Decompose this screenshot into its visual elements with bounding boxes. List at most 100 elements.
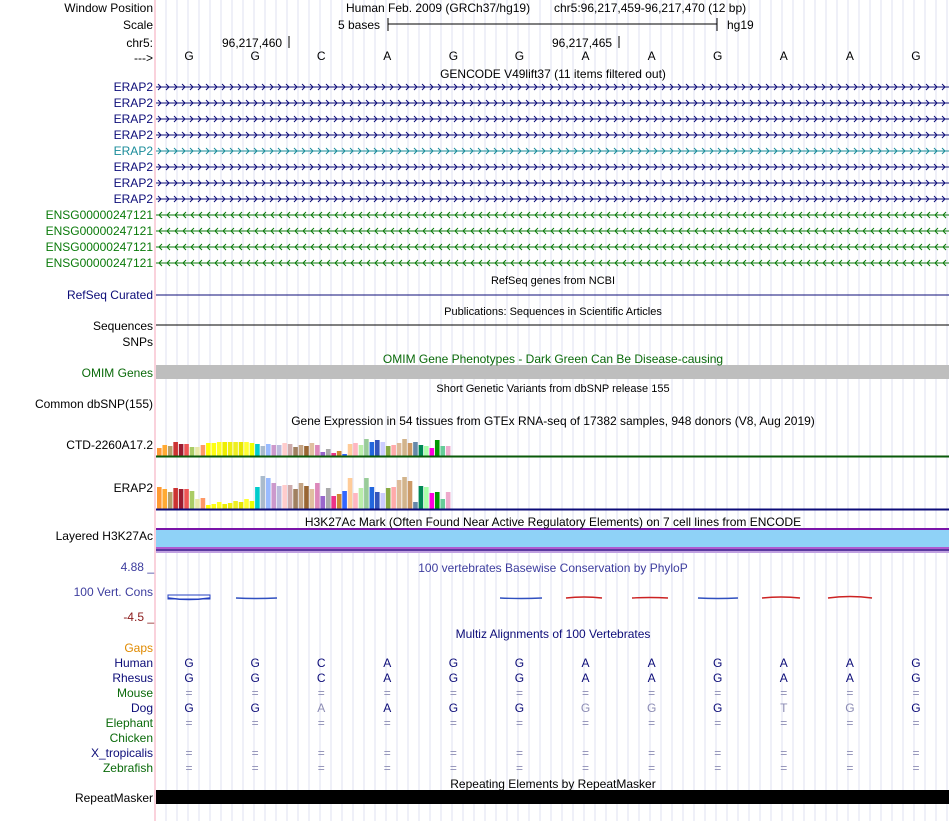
alignment-base: =	[912, 686, 920, 700]
h3k27ac-layer	[156, 551, 949, 553]
species-label[interactable]: Rhesus	[112, 671, 153, 685]
alignment-base: G	[184, 671, 194, 685]
gtex-bar	[342, 454, 347, 456]
alignment-base: A	[383, 671, 392, 685]
alignment-base: =	[846, 746, 854, 760]
gtex-track-title: Gene Expression in 54 tissues from GTEx …	[291, 414, 815, 428]
species-label[interactable]: Zebrafish	[102, 761, 153, 775]
species-label[interactable]: Elephant	[105, 716, 153, 730]
alignment-base: A	[317, 701, 326, 715]
publications-track-label[interactable]: Sequences	[92, 319, 153, 333]
gtex-bar	[233, 501, 238, 509]
gene-label[interactable]: ERAP2	[113, 80, 153, 94]
gtex-bar	[271, 483, 277, 509]
gtex-bar	[434, 440, 440, 456]
alignment-base: =	[251, 716, 259, 730]
alignment-base: G	[580, 701, 591, 715]
gtex-bar	[298, 483, 304, 509]
gene-label[interactable]: ERAP2	[113, 160, 153, 174]
alignment-base: G	[514, 656, 525, 670]
dbsnp-track-label[interactable]: Common dbSNP(155)	[34, 397, 153, 411]
alignment-base: A	[779, 656, 788, 670]
phylop-track-label[interactable]: 100 Vert. Cons	[73, 585, 153, 599]
phylop-signal	[235, 597, 278, 600]
h3k27ac-layer	[156, 530, 949, 547]
alignment-base: =	[714, 761, 722, 775]
alignment-base: =	[780, 761, 788, 775]
alignment-base: =	[449, 746, 457, 760]
chrom-label: chr5:	[126, 36, 153, 50]
base-letter: A	[581, 49, 590, 63]
gene-label[interactable]: ENSG00000247121	[45, 224, 153, 238]
alignment-base: A	[845, 656, 854, 670]
gtex-bar	[173, 442, 178, 456]
position-text: chr5:96,217,459-96,217,470 (12 bp)	[554, 1, 747, 15]
gtex-bar	[233, 442, 238, 456]
strand-arrows	[157, 131, 946, 139]
gene-label[interactable]: ERAP2	[113, 192, 153, 206]
alignment-base: A	[581, 656, 590, 670]
gene-label[interactable]: ERAP2	[113, 176, 153, 190]
h3k27ac-track-label[interactable]: Layered H3K27Ac	[55, 529, 153, 543]
alignment-base: =	[648, 746, 656, 760]
alignment-base: =	[582, 716, 590, 730]
gene-label[interactable]: ENSG00000247121	[45, 208, 153, 222]
gtex-bar	[380, 493, 386, 509]
omim-bar	[156, 365, 949, 379]
gene-label[interactable]: ENSG00000247121	[45, 240, 153, 254]
gtex-bar	[364, 439, 369, 456]
alignment-base: =	[449, 761, 457, 775]
omim-track-label[interactable]: OMIM Genes	[81, 366, 153, 380]
gtex-bar	[309, 489, 315, 509]
alignment-base: =	[449, 686, 457, 700]
alignment-base: =	[846, 761, 854, 775]
gtex-bar	[157, 487, 162, 509]
gtex-bar	[266, 444, 271, 456]
gtex-bar	[402, 439, 407, 456]
snps-label[interactable]: SNPs	[122, 335, 153, 349]
gtex-bar	[309, 443, 315, 456]
gene-label[interactable]: ERAP2	[113, 144, 153, 158]
gtex-row-label[interactable]: CTD-2260A17.2	[66, 438, 153, 452]
repeatmasker-track-label[interactable]: RepeatMasker	[74, 791, 153, 805]
species-label[interactable]: Human	[114, 656, 153, 670]
gtex-bar	[271, 445, 277, 456]
alignment-base: =	[582, 746, 590, 760]
phylop-signal	[761, 596, 801, 599]
alignment-base: G	[448, 701, 459, 715]
refseq-track-label[interactable]: RefSeq Curated	[66, 288, 153, 302]
gene-label[interactable]: ENSG00000247121	[45, 256, 153, 270]
species-label[interactable]: Dog	[130, 701, 153, 715]
repeatmasker-bar	[156, 790, 949, 804]
species-label[interactable]: Chicken	[109, 731, 153, 745]
gene-label[interactable]: ERAP2	[113, 128, 153, 142]
gtex-bar	[407, 443, 413, 456]
species-label[interactable]: X_tropicalis	[90, 746, 153, 760]
gene-label[interactable]: ERAP2	[113, 112, 153, 126]
coordinate-label: 96,217,460	[222, 36, 283, 50]
alignment-base: G	[250, 656, 260, 670]
strand-arrows	[157, 99, 946, 107]
gtex-bar	[178, 444, 184, 456]
gtex-row-label[interactable]: ERAP2	[113, 481, 153, 495]
gtex-bar	[315, 445, 320, 456]
gtex-bar	[331, 453, 336, 456]
alignment-base: G	[514, 701, 525, 715]
gtex-bar	[282, 485, 287, 509]
gtex-bar	[342, 491, 347, 509]
gtex-bar	[336, 451, 342, 456]
gtex-bar	[353, 443, 358, 456]
publications-track-title: Publications: Sequences in Scientific Ar…	[444, 306, 662, 318]
gtex-bar	[211, 504, 217, 509]
gtex-bar	[396, 480, 402, 509]
species-label[interactable]: Mouse	[116, 686, 153, 700]
strand-arrows	[157, 179, 946, 187]
multiz-track-title: Multiz Alignments of 100 Vertebrates	[455, 627, 651, 641]
gene-label[interactable]: ERAP2	[113, 96, 153, 110]
base-letter: A	[383, 49, 392, 63]
alignment-base: =	[515, 746, 523, 760]
gtex-bar	[255, 487, 260, 509]
strand-arrows	[158, 211, 947, 219]
gtex-bar	[434, 492, 440, 509]
